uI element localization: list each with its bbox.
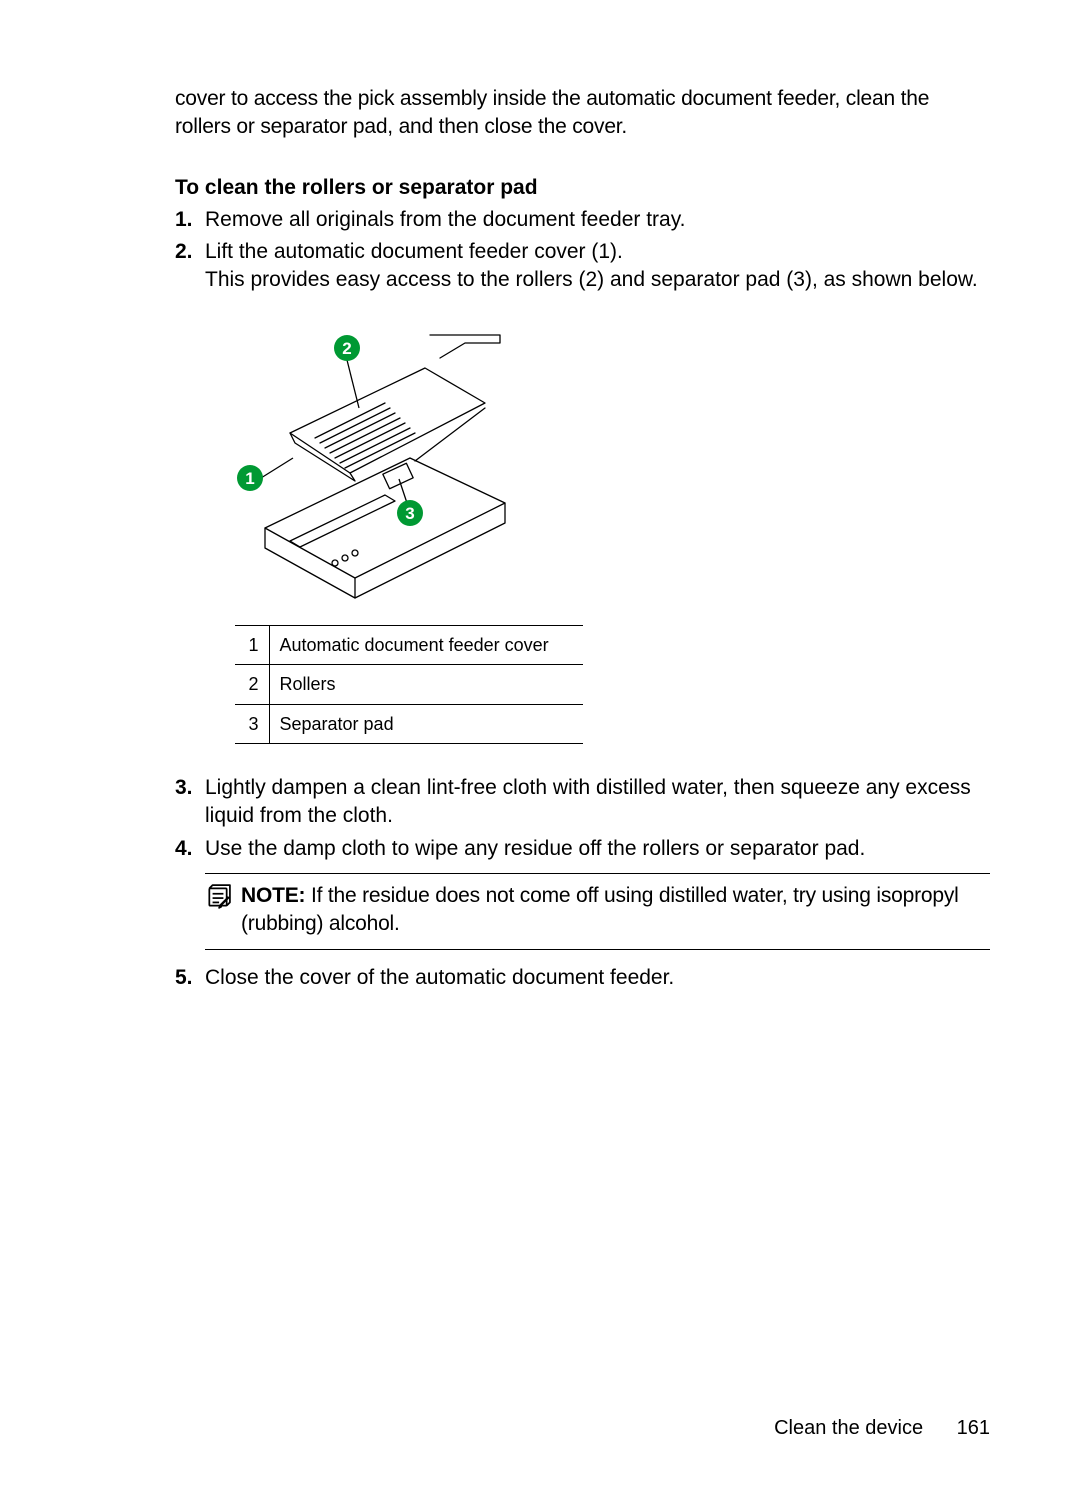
step-2: 2. Lift the automatic document feeder co… <box>175 238 990 754</box>
note-icon <box>205 884 231 910</box>
legend-row: 1 Automatic document feeder cover <box>235 626 583 665</box>
step-text: Close the cover of the automatic documen… <box>205 964 990 992</box>
note-body: If the residue does not come off using d… <box>241 884 959 935</box>
figure-legend: 1 Automatic document feeder cover 2 Roll… <box>235 625 583 744</box>
step-number: 4. <box>175 835 205 960</box>
page-footer: Clean the device 161 <box>774 1417 990 1440</box>
callout-3: 3 <box>405 504 414 523</box>
intro-paragraph: cover to access the pick assembly inside… <box>175 85 990 142</box>
legend-num: 3 <box>235 704 269 743</box>
callout-2: 2 <box>342 339 351 358</box>
legend-row: 3 Separator pad <box>235 704 583 743</box>
callout-1: 1 <box>245 469 254 488</box>
step-number: 5. <box>175 964 205 992</box>
adf-diagram: 1 2 3 <box>235 313 535 611</box>
legend-text: Rollers <box>269 665 583 704</box>
procedure-list: 1. Remove all originals from the documen… <box>175 206 990 992</box>
step-2-line-1: Lift the automatic document feeder cover… <box>205 240 623 263</box>
legend-num: 1 <box>235 626 269 665</box>
note: NOTE: If the residue does not come off u… <box>205 873 990 950</box>
note-label: NOTE: <box>241 884 305 907</box>
footer-section: Clean the device <box>774 1417 923 1439</box>
note-text: NOTE: If the residue does not come off u… <box>241 882 990 939</box>
step-number: 3. <box>175 774 205 831</box>
step-text: Lightly dampen a clean lint-free cloth w… <box>205 774 990 831</box>
figure-area: 1 2 3 1 Automatic document feeder cover … <box>235 313 990 744</box>
step-5: 5. Close the cover of the automatic docu… <box>175 964 990 992</box>
step-1: 1. Remove all originals from the documen… <box>175 206 990 234</box>
legend-text: Automatic document feeder cover <box>269 626 583 665</box>
legend-num: 2 <box>235 665 269 704</box>
step-number: 2. <box>175 238 205 754</box>
step-text: Use the damp cloth to wipe any residue o… <box>205 835 990 960</box>
step-number: 1. <box>175 206 205 234</box>
step-3: 3. Lightly dampen a clean lint-free clot… <box>175 774 990 831</box>
step-4-text: Use the damp cloth to wipe any residue o… <box>205 837 865 860</box>
step-text: Remove all originals from the document f… <box>205 206 990 234</box>
legend-row: 2 Rollers <box>235 665 583 704</box>
procedure-heading: To clean the rollers or separator pad <box>175 176 990 200</box>
step-2-line-2: This provides easy access to the rollers… <box>205 268 978 291</box>
legend-text: Separator pad <box>269 704 583 743</box>
step-text: Lift the automatic document feeder cover… <box>205 238 990 754</box>
page: cover to access the pick assembly inside… <box>0 0 1080 1495</box>
footer-page-number: 161 <box>957 1417 990 1439</box>
step-4: 4. Use the damp cloth to wipe any residu… <box>175 835 990 960</box>
